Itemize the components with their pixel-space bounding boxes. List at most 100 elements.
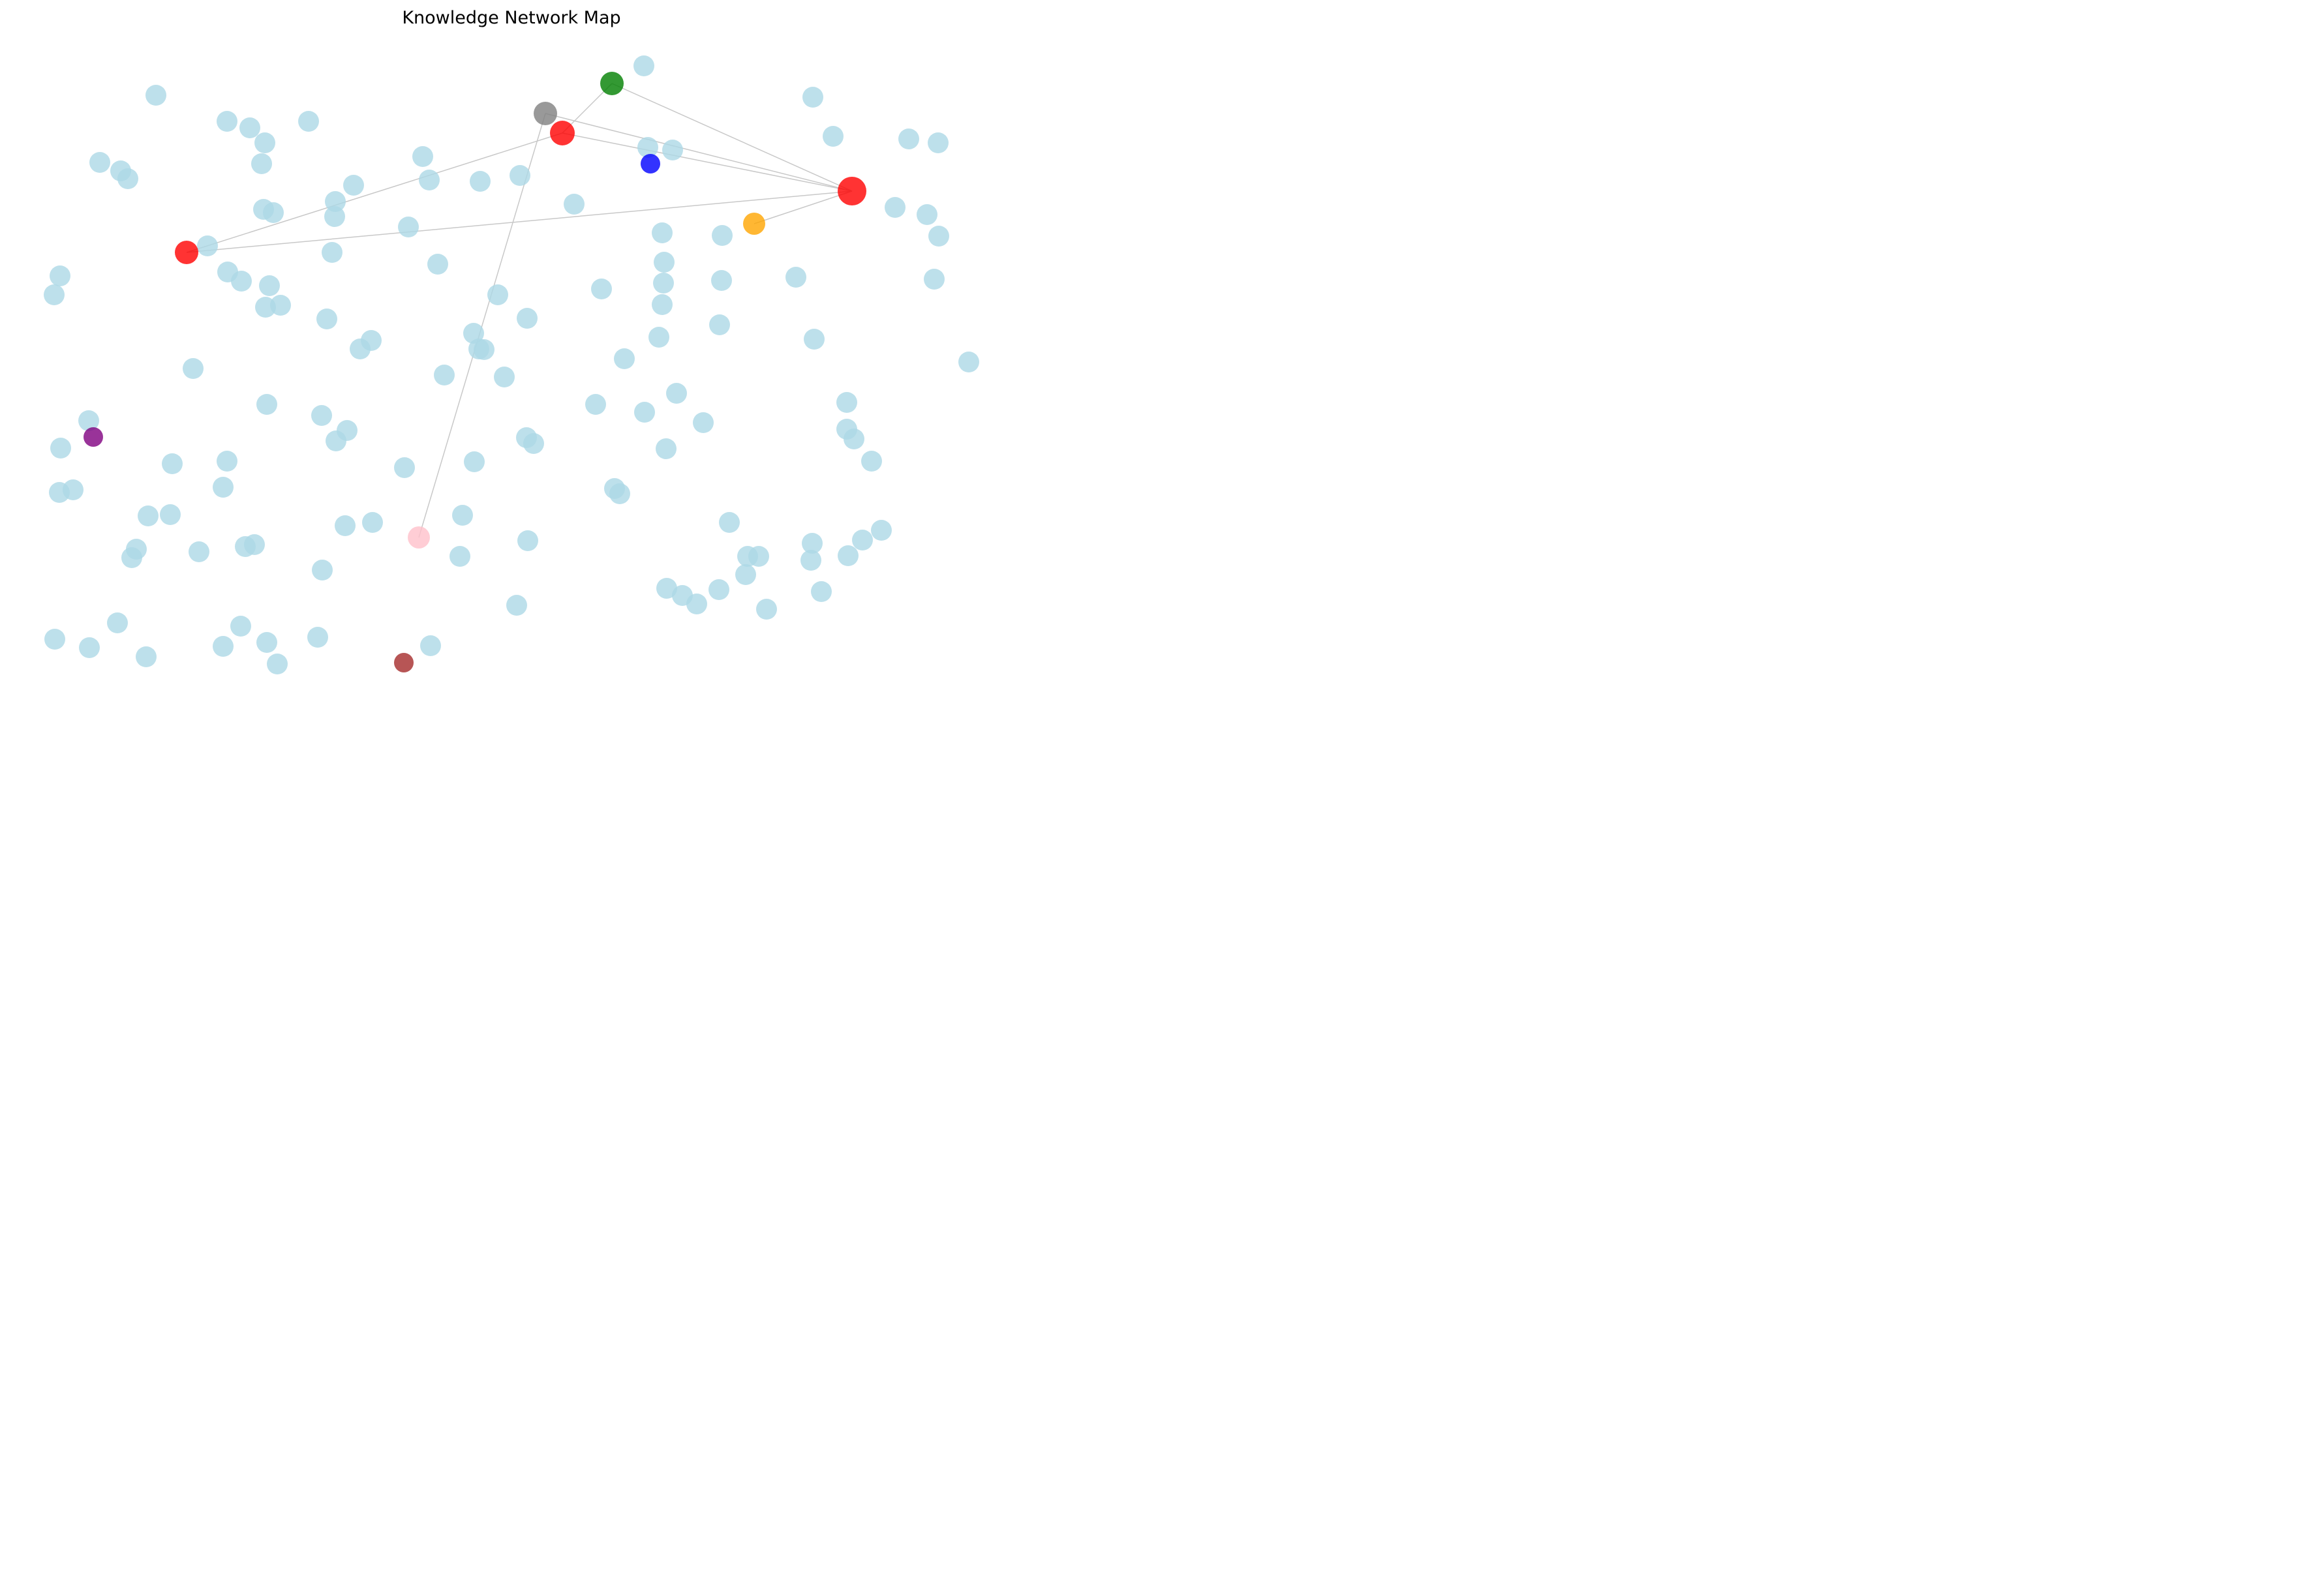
graph-node (693, 412, 714, 433)
edge-hub-right-red-top (562, 132, 853, 192)
graph-node (464, 451, 485, 472)
graph-node (263, 202, 284, 223)
graph-node (656, 438, 677, 459)
graph-node (564, 194, 585, 215)
graph-node (712, 225, 733, 246)
edge-red-top-red-left (186, 132, 563, 253)
graph-node (653, 273, 674, 294)
graph-node (662, 140, 683, 160)
graph-node (802, 87, 823, 108)
graph-node-purple (84, 427, 103, 447)
edge-hub-right-green (611, 83, 853, 192)
graph-node (708, 579, 729, 600)
graph-node (50, 265, 70, 286)
edge-hub-right-orange (754, 190, 853, 224)
edge-hub-right-gray (545, 113, 853, 192)
graph-node (335, 515, 356, 536)
graph-node (412, 146, 433, 167)
graph-node (44, 629, 65, 650)
graph-node-pink (408, 526, 430, 549)
graph-node (434, 365, 455, 385)
edges-layer (186, 83, 853, 538)
graph-node (523, 433, 544, 454)
highlight-nodes-layer (84, 72, 866, 672)
graph-node (307, 627, 328, 648)
graph-node (89, 152, 110, 173)
graph-node (145, 85, 166, 106)
graph-node (633, 55, 654, 76)
graph-node (419, 170, 440, 190)
graph-node-blue (641, 154, 660, 173)
graph-node (79, 637, 100, 658)
graph-node (326, 430, 346, 451)
graph-node (160, 504, 181, 525)
knowledge-network-diagram: Knowledge Network Map (44, 8, 979, 674)
graph-node-green (600, 72, 624, 95)
graph-node (470, 171, 491, 192)
graph-node (343, 175, 364, 196)
graph-node (637, 137, 658, 158)
graph-node (648, 327, 669, 348)
graph-node-orange (743, 213, 765, 235)
graph-node (885, 197, 906, 218)
graph-node (823, 126, 844, 147)
graph-node (756, 599, 777, 620)
graph-node (256, 632, 277, 653)
graph-node (270, 295, 291, 316)
graph-node (711, 270, 732, 291)
graph-node (138, 505, 159, 526)
graph-node (427, 254, 448, 275)
graph-node (267, 654, 288, 674)
graph-node (836, 392, 857, 413)
graph-node-gray (534, 102, 557, 125)
graph-node (928, 226, 949, 247)
graph-node (121, 547, 142, 568)
graph-node (686, 594, 707, 614)
graph-node (487, 284, 508, 305)
graph-node (197, 235, 218, 256)
graph-node (107, 612, 128, 633)
graph-node (666, 383, 687, 404)
graph-node (585, 394, 606, 415)
graph-node (322, 242, 343, 263)
graph-node (254, 132, 275, 153)
graph-node (350, 339, 371, 359)
graph-node (652, 294, 673, 315)
graph-node (634, 402, 655, 423)
graph-node (256, 394, 277, 415)
graph-node (958, 352, 979, 372)
graph-node (324, 206, 345, 227)
graph-node (654, 252, 675, 273)
graph-node-red-top (550, 121, 575, 145)
graph-node (136, 646, 157, 667)
graph-node (189, 541, 209, 562)
graph-node (230, 616, 251, 637)
graph-node (452, 505, 473, 526)
graph-node (506, 595, 527, 616)
graph-node (917, 204, 937, 225)
graph-node (719, 512, 740, 533)
graph-node (652, 222, 673, 243)
graph-node (183, 358, 204, 379)
graph-node (298, 111, 319, 132)
graph-node (117, 168, 138, 189)
graph-node (325, 191, 346, 212)
graph-node (213, 636, 234, 657)
graph-node (852, 530, 873, 550)
graph-node (474, 339, 495, 360)
graph-node (231, 271, 252, 292)
graph-node (748, 546, 769, 567)
graph-node (251, 153, 272, 174)
graph-node (656, 578, 677, 599)
graph-node (362, 512, 383, 533)
graph-node (394, 457, 415, 478)
graph-node (213, 477, 234, 498)
graph-node (44, 284, 65, 305)
graph-node (802, 533, 823, 554)
graph-node (510, 165, 530, 186)
graph-node (924, 269, 945, 290)
graph-node (420, 635, 441, 656)
graph-node (591, 279, 612, 299)
graph-node (517, 530, 538, 551)
edge-hub-right-red-left (186, 190, 853, 253)
